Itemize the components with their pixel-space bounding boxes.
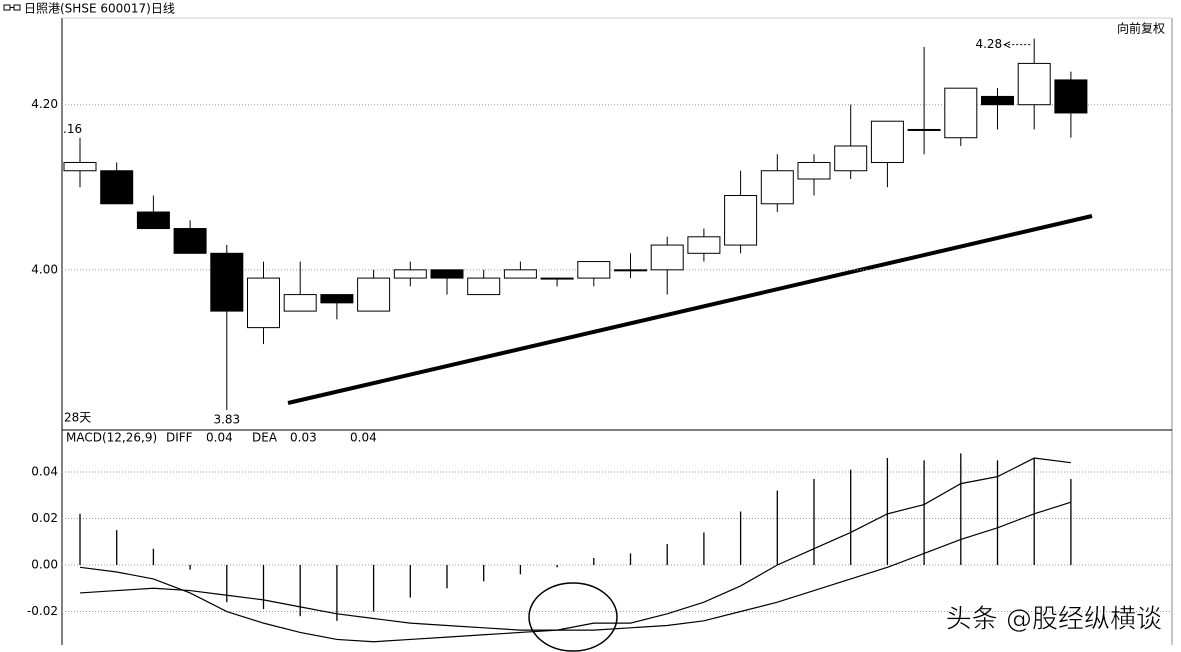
candle-body [467,277,501,296]
legend-value: 0.03 [290,431,317,445]
chart-title: 日照港(SHSE 600017)日线 [24,2,175,16]
candle-body [760,170,794,205]
annotation: 3.83 [213,413,240,427]
y-tick-label: 0.04 [31,464,58,478]
legend-value: 0.04 [350,431,377,445]
y-tick-label: 0.00 [31,558,58,572]
candle-body [870,120,904,163]
candle-body [797,161,831,180]
candle-body [503,269,537,279]
candle-body [687,236,721,254]
legend-value: 0.04 [206,431,233,445]
candle-body [577,261,611,279]
title-icon [3,4,21,11]
candle-body [100,170,134,205]
candle-body [247,277,280,329]
candle-body [1054,79,1088,114]
candle-body [430,269,464,279]
annotation-arrow [1003,41,1011,49]
candle-body [320,294,354,304]
y-tick-label: 0.02 [31,511,58,525]
candle-body [393,269,427,279]
legend-name: DEA [252,431,278,445]
annotation: 4.28 [975,37,1002,51]
adjustment-label: 向前复权 [1117,21,1165,36]
candle-body [210,252,244,312]
candle-body [614,269,647,272]
indicator-line [79,457,1071,643]
legend-name: DIFF [166,431,193,445]
candle-body [63,161,97,172]
candle-body [1017,62,1051,106]
indicator-title: MACD(12,26,9) [66,431,157,445]
candle-body [907,128,941,131]
candle-body [283,294,317,312]
y-tick-label: 4.20 [31,97,58,111]
candle-body [944,87,978,139]
trend-line [287,214,1093,405]
y-tick-label: -0.02 [27,604,58,618]
candle-body [981,95,1014,106]
candle-body [136,211,170,230]
candle-body [540,277,574,280]
candle-body [650,244,684,271]
highlight-circle [528,582,618,652]
candle-body [357,277,391,312]
watermark: 头条 @股经纵横谈 [946,605,1162,635]
candle-body [724,195,758,246]
candle-body [834,145,868,172]
candle-body [173,228,207,254]
y-tick-label: 4.00 [31,262,58,276]
period-label: 28天 [64,411,91,425]
indicator-line [79,501,1072,631]
annotation: .16 [63,122,82,136]
